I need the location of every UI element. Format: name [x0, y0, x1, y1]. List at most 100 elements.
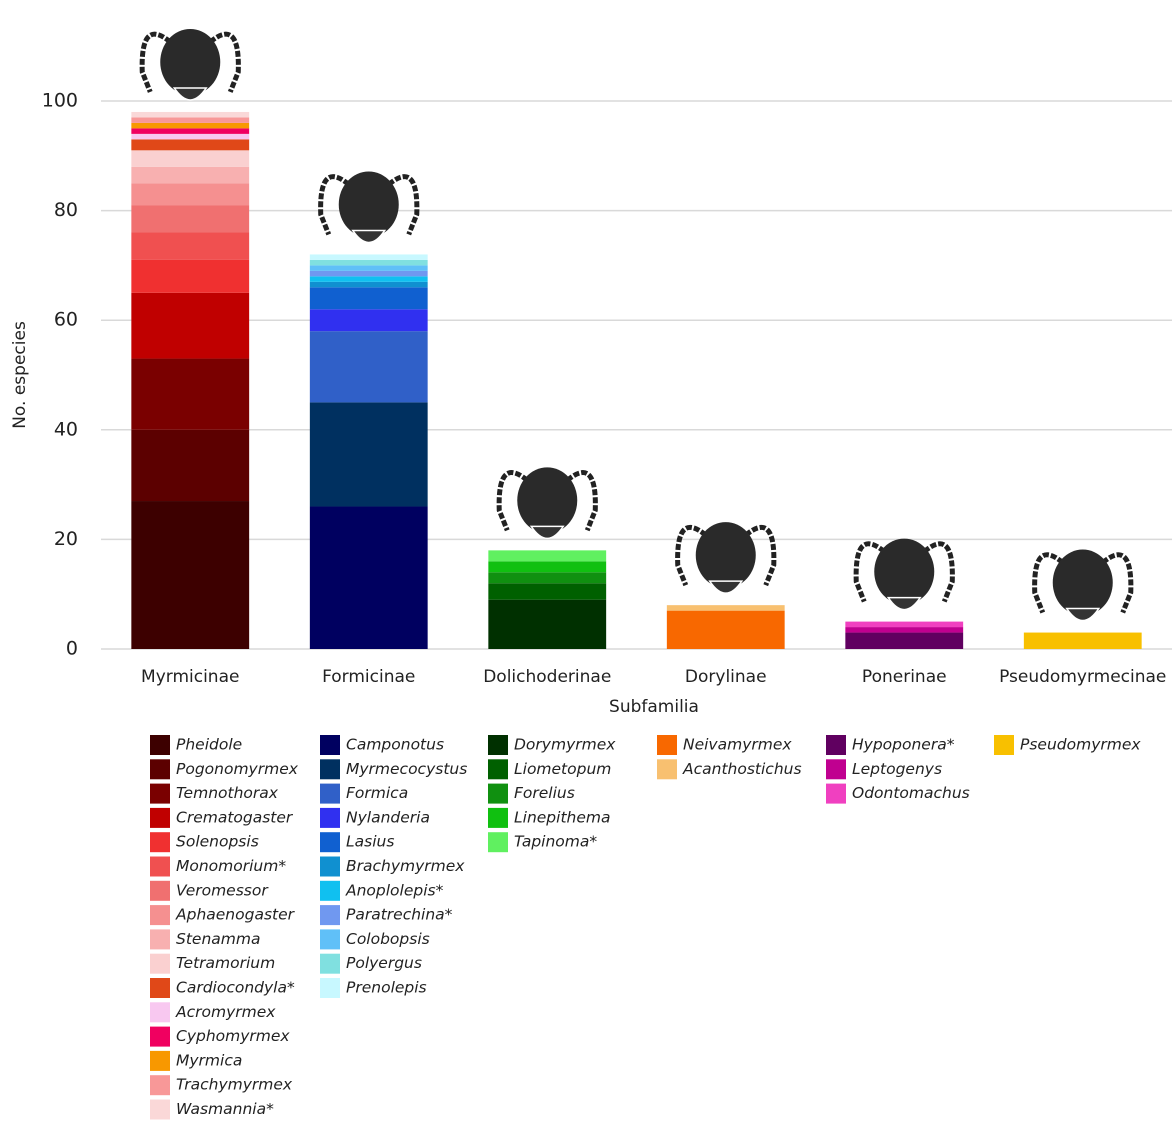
legend-swatch	[488, 759, 508, 780]
legend-label: Camponotus	[346, 736, 444, 754]
legend-label: Temnothorax	[176, 784, 279, 802]
antenna	[496, 470, 529, 532]
legend-swatch	[488, 783, 508, 804]
legend-label: Colobopsis	[346, 930, 430, 948]
legend-label: Veromessor	[176, 881, 269, 899]
legend-swatch	[150, 832, 170, 853]
bar-segment	[309, 506, 428, 649]
bar-segment	[488, 561, 607, 573]
legend-swatch	[320, 832, 340, 853]
ant-head-icon	[139, 28, 241, 101]
head	[160, 28, 221, 95]
legend-label: Acanthostichus	[682, 760, 802, 778]
legend-swatch	[150, 905, 170, 926]
y-tick-label: 0	[66, 638, 78, 660]
legend-label: Paratrechina*	[346, 906, 453, 924]
legend-swatch	[488, 832, 508, 853]
legend-label: Crematogaster	[176, 808, 294, 826]
bar-segment	[309, 402, 428, 507]
legend-label: Neivamyrmex	[683, 736, 792, 754]
bar-segment	[845, 621, 964, 628]
antenna	[139, 31, 172, 93]
legend-swatch	[320, 807, 340, 828]
y-tick-label: 20	[54, 528, 78, 550]
legend-label: Wasmannia*	[176, 1100, 274, 1118]
bar-segment	[845, 627, 964, 633]
legend-swatch	[320, 953, 340, 974]
bar-segment	[131, 150, 250, 167]
x-tick-label: Formicinae	[322, 667, 415, 687]
bar-segment	[309, 259, 428, 266]
legend-swatch	[150, 1075, 170, 1096]
y-tick-label: 100	[42, 90, 78, 112]
bar-segment	[131, 117, 250, 123]
bar-segment	[131, 259, 250, 293]
bar-segment	[1023, 632, 1142, 649]
legend-label: Liometopum	[514, 760, 611, 778]
legend-label: Dorymyrmex	[514, 736, 616, 754]
legend-label: Leptogenys	[852, 760, 942, 778]
bar-segment	[488, 599, 607, 649]
legend-label: Pseudomyrmex	[1020, 736, 1141, 754]
legend-label: Monomorium*	[176, 857, 286, 875]
bar-segment	[309, 270, 428, 277]
antenna	[565, 470, 598, 532]
y-tick-label: 80	[54, 199, 78, 221]
legend-swatch	[320, 880, 340, 901]
bar-segment	[131, 232, 250, 260]
legend-swatch	[150, 783, 170, 804]
ant-head-icon	[853, 538, 955, 611]
legend-swatch	[150, 880, 170, 901]
bar-segment	[309, 281, 428, 288]
legend-swatch	[488, 735, 508, 755]
legend-swatch	[150, 929, 170, 950]
bar-segment	[131, 292, 250, 359]
legend-swatch	[994, 735, 1014, 755]
legend-swatch	[320, 929, 340, 950]
legend-swatch	[150, 735, 170, 755]
bar-segment	[131, 166, 250, 184]
bar-segment	[845, 632, 964, 649]
ant-head-icon	[496, 467, 598, 540]
antenna	[387, 174, 420, 236]
bar-segment	[131, 501, 250, 649]
legend-label: Pheidole	[176, 736, 242, 754]
bar-segment	[131, 128, 250, 134]
legend-swatch	[320, 856, 340, 877]
antenna	[1101, 552, 1134, 614]
legend-swatch	[320, 759, 340, 780]
ant-head-icon	[1032, 549, 1134, 622]
bar-segment	[131, 122, 250, 129]
antenna	[208, 31, 241, 93]
bar-segment	[131, 133, 250, 140]
bar-segment	[131, 139, 250, 151]
legend-label: Acromyrmex	[175, 1003, 276, 1021]
x-tick-label: Myrmicinae	[141, 667, 239, 687]
mandibles	[886, 596, 922, 611]
x-axis-title: Subfamilia	[609, 697, 699, 717]
head	[874, 538, 935, 605]
bar-segment	[309, 331, 428, 403]
legend-swatch	[657, 759, 677, 780]
antenna	[744, 524, 777, 587]
head	[695, 522, 756, 589]
legend-swatch	[320, 905, 340, 926]
bar-segment	[309, 254, 428, 260]
legend-label: Pogonomyrmex	[176, 760, 299, 778]
bar-segment	[488, 550, 607, 562]
legend-label: Myrmecocystus	[346, 760, 467, 778]
y-tick-label: 40	[54, 418, 78, 440]
bar-segment	[309, 287, 428, 310]
antenna	[675, 524, 708, 587]
bar-segment	[309, 309, 428, 332]
legend-label: Lasius	[346, 833, 394, 851]
legend-swatch	[320, 783, 340, 804]
antenna	[318, 174, 351, 236]
legend-label: Trachymyrmex	[176, 1076, 293, 1094]
legend-label: Stenamma	[176, 930, 260, 948]
mandibles	[708, 580, 744, 594]
legend-swatch	[320, 978, 340, 998]
x-tick-label: Dorylinae	[685, 667, 767, 687]
bar-segment	[131, 205, 250, 233]
